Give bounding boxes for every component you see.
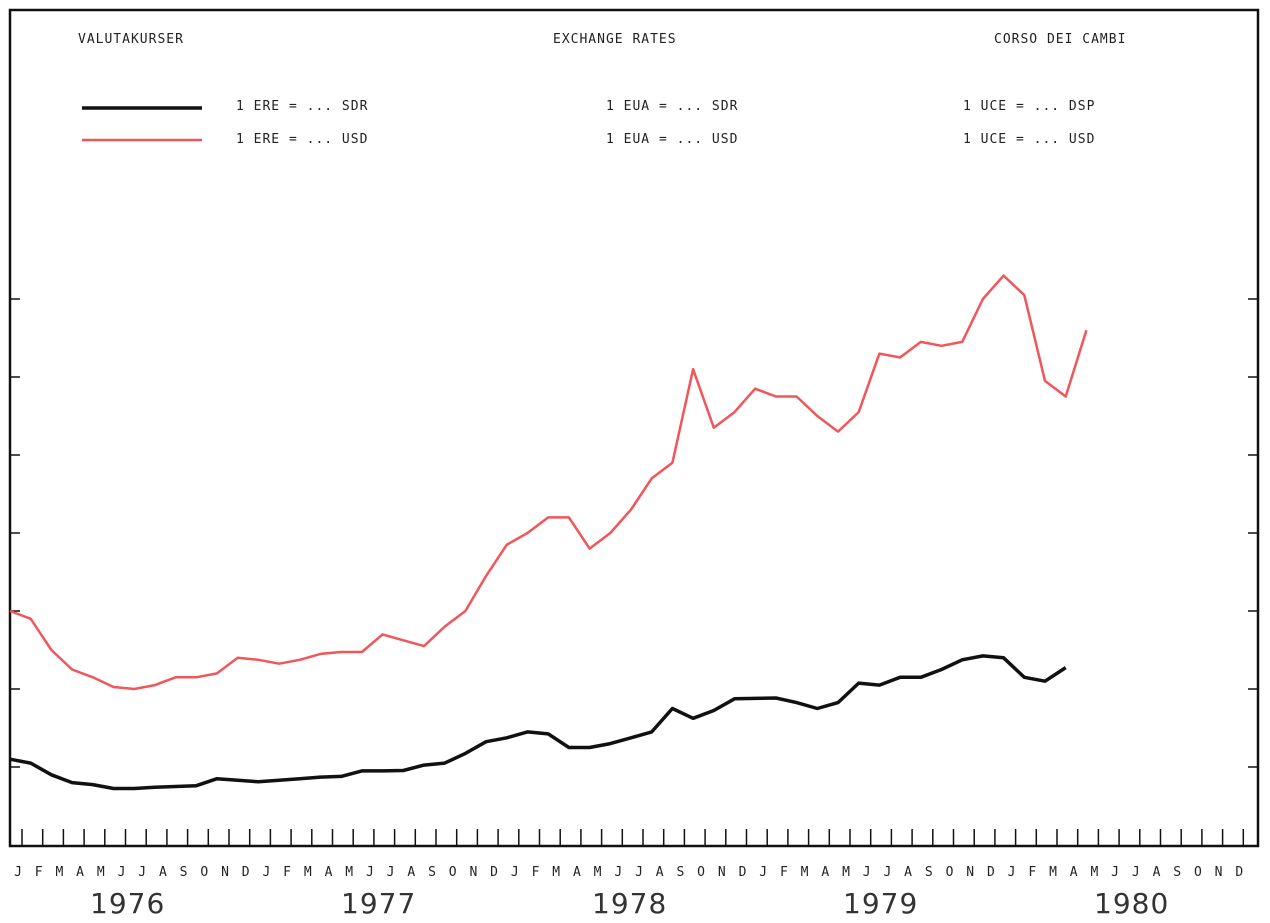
month-label: A bbox=[325, 865, 333, 880]
legend-uce-usd: 1 UCE = ... USD bbox=[963, 132, 1095, 147]
month-label: D bbox=[242, 865, 250, 880]
series-line-usd bbox=[9, 274, 1088, 691]
header-right: CORSO DEI CAMBI bbox=[994, 32, 1126, 47]
year-label: 1978 bbox=[592, 887, 667, 919]
month-label: S bbox=[180, 865, 188, 880]
month-label: J bbox=[366, 865, 374, 880]
month-label: A bbox=[573, 865, 581, 880]
legend-ere-sdr: 1 ERE = ... SDR bbox=[236, 99, 368, 114]
month-label: D bbox=[987, 865, 995, 880]
legend-eua-sdr: 1 EUA = ... SDR bbox=[606, 99, 738, 114]
month-label: F bbox=[283, 865, 291, 880]
plot-frame bbox=[8, 8, 1260, 848]
month-label: F bbox=[532, 865, 540, 880]
month-label: J bbox=[14, 865, 22, 880]
month-label: J bbox=[118, 865, 126, 880]
month-label: J bbox=[262, 865, 270, 880]
month-label: S bbox=[676, 865, 684, 880]
year-label: 1976 bbox=[90, 887, 165, 919]
month-label: J bbox=[614, 865, 622, 880]
month-label: J bbox=[138, 865, 146, 880]
month-label: F bbox=[1028, 865, 1036, 880]
month-label: N bbox=[1215, 865, 1223, 880]
series-layer bbox=[9, 274, 1088, 791]
month-label: D bbox=[490, 865, 498, 880]
month-label: O bbox=[697, 865, 705, 880]
month-label: D bbox=[1235, 865, 1243, 880]
month-label: A bbox=[656, 865, 664, 880]
month-label: M bbox=[801, 865, 809, 880]
month-label: O bbox=[449, 865, 457, 880]
month-label: A bbox=[159, 865, 167, 880]
month-label: S bbox=[428, 865, 436, 880]
month-label: M bbox=[55, 865, 63, 880]
month-label: A bbox=[1153, 865, 1161, 880]
month-label: M bbox=[304, 865, 312, 880]
month-label: M bbox=[1090, 865, 1098, 880]
month-label: S bbox=[925, 865, 933, 880]
month-label: O bbox=[200, 865, 208, 880]
legend-eua-usd: 1 EUA = ... USD bbox=[606, 132, 738, 147]
month-label: M bbox=[345, 865, 353, 880]
month-label: O bbox=[1194, 865, 1202, 880]
month-label: J bbox=[1008, 865, 1016, 880]
month-label: M bbox=[97, 865, 105, 880]
month-label: M bbox=[552, 865, 560, 880]
month-label: J bbox=[863, 865, 871, 880]
year-labels: 1976 1977 1978 1979 1980 bbox=[90, 887, 1169, 920]
month-label: N bbox=[718, 865, 726, 880]
month-label: J bbox=[759, 865, 767, 880]
header-left: VALUTAKURSER bbox=[78, 32, 184, 47]
year-label: 1977 bbox=[341, 887, 416, 919]
month-label: F bbox=[780, 865, 788, 880]
month-label: A bbox=[904, 865, 912, 880]
header-center: EXCHANGE RATES bbox=[553, 32, 677, 47]
month-label: O bbox=[946, 865, 954, 880]
year-label: 1979 bbox=[843, 887, 918, 919]
year-label: 1980 bbox=[1094, 887, 1169, 919]
month-label: F bbox=[35, 865, 43, 880]
month-label: J bbox=[1111, 865, 1119, 880]
x-axis-ticks bbox=[21, 829, 1245, 845]
month-label: J bbox=[387, 865, 395, 880]
month-label: N bbox=[469, 865, 477, 880]
series-line-sdr bbox=[9, 654, 1067, 791]
y-axis-ticks bbox=[10, 298, 1258, 768]
month-label: M bbox=[594, 865, 602, 880]
month-label: M bbox=[842, 865, 850, 880]
legend-uce-dsp: 1 UCE = ... DSP bbox=[963, 99, 1095, 114]
month-label: J bbox=[1132, 865, 1140, 880]
month-label: J bbox=[883, 865, 891, 880]
month-label: A bbox=[76, 865, 84, 880]
month-label: A bbox=[821, 865, 829, 880]
month-label: N bbox=[221, 865, 229, 880]
legend-ere-usd: 1 ERE = ... USD bbox=[236, 132, 368, 147]
month-label: A bbox=[1070, 865, 1078, 880]
month-label: S bbox=[1173, 865, 1181, 880]
month-label: N bbox=[966, 865, 974, 880]
month-label: M bbox=[1049, 865, 1057, 880]
month-label: J bbox=[511, 865, 519, 880]
month-label: A bbox=[407, 865, 415, 880]
month-label: D bbox=[739, 865, 747, 880]
month-label: J bbox=[635, 865, 643, 880]
